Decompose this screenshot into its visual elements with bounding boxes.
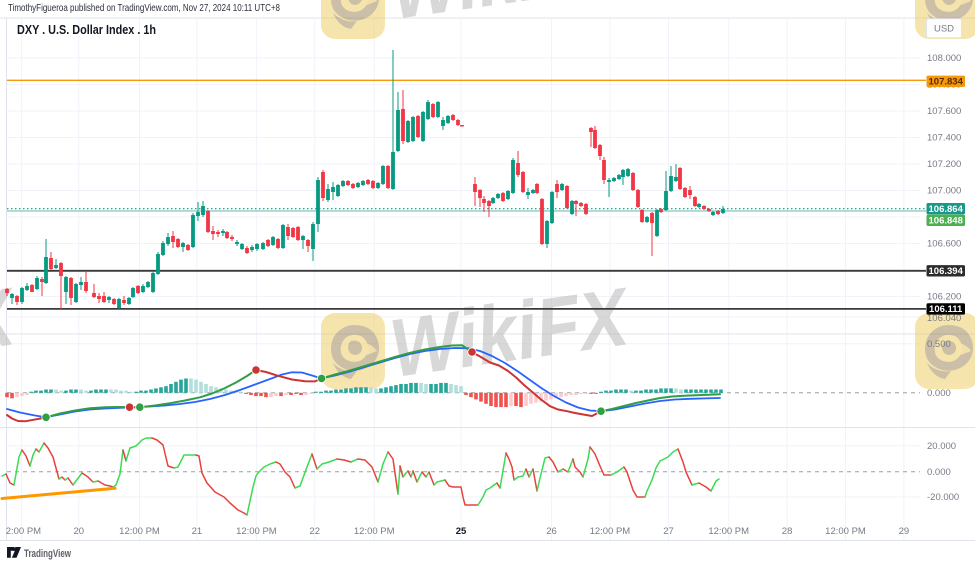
svg-text:28: 28 [782, 526, 793, 537]
svg-text:25: 25 [456, 526, 467, 537]
svg-text:12:00 PM: 12:00 PM [590, 526, 631, 537]
svg-text:27: 27 [663, 526, 674, 537]
svg-text:DXY . U.S. Dollar Index . 1h: DXY . U.S. Dollar Index . 1h [17, 23, 156, 37]
svg-text:12:00 PM: 12:00 PM [354, 526, 395, 537]
svg-text:0.000: 0.000 [927, 388, 951, 399]
svg-text:106.040: 106.040 [927, 313, 961, 324]
svg-text:107.834: 107.834 [929, 77, 964, 88]
svg-text:TimothyFigueroa published on T: TimothyFigueroa published on TradingView… [8, 2, 280, 14]
svg-text:26: 26 [546, 526, 557, 537]
svg-text:2:00 PM: 2:00 PM [6, 526, 41, 537]
svg-text:0.000: 0.000 [927, 467, 951, 478]
svg-text:TradingView: TradingView [24, 548, 71, 560]
svg-text:29: 29 [899, 526, 910, 537]
svg-text:107.600: 107.600 [927, 106, 961, 117]
svg-text:106.200: 106.200 [927, 292, 961, 303]
svg-text:106.600: 106.600 [927, 239, 961, 250]
svg-text:20: 20 [74, 526, 85, 537]
svg-text:22: 22 [309, 526, 320, 537]
svg-text:12:00 PM: 12:00 PM [236, 526, 277, 537]
svg-text:106.848: 106.848 [929, 216, 963, 227]
svg-text:USD: USD [934, 24, 954, 35]
svg-text:106.394: 106.394 [929, 266, 964, 277]
svg-text:107.200: 107.200 [927, 159, 961, 170]
svg-text:106.111: 106.111 [929, 304, 963, 315]
svg-text:108.000: 108.000 [927, 53, 961, 64]
svg-text:0.500: 0.500 [927, 339, 951, 350]
svg-text:20.000: 20.000 [927, 441, 956, 452]
svg-text:12:00 PM: 12:00 PM [119, 526, 160, 537]
svg-text:107.000: 107.000 [927, 186, 961, 197]
svg-text:21: 21 [192, 526, 203, 537]
svg-text:12:00 PM: 12:00 PM [825, 526, 866, 537]
svg-text:-20.000: -20.000 [927, 492, 959, 503]
svg-text:107.400: 107.400 [927, 133, 961, 144]
svg-text:106.864: 106.864 [929, 204, 964, 215]
svg-text:12:00 PM: 12:00 PM [708, 526, 749, 537]
